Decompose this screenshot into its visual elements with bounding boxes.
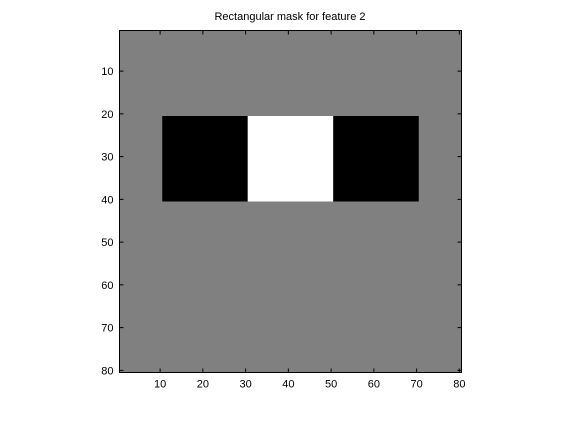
x-tick-label: 60 (368, 379, 380, 391)
mask-region-2 (247, 116, 334, 202)
x-tick-label: 50 (325, 379, 337, 391)
plot-area (119, 30, 462, 373)
x-tick-label: 20 (197, 379, 209, 391)
y-axis: 10 20 30 40 50 60 70 80 (101, 66, 462, 377)
y-tick-label: 50 (101, 237, 113, 249)
y-tick-label: 80 (101, 365, 113, 377)
y-tick-label: 40 (101, 194, 113, 206)
y-tick-label: 10 (101, 66, 113, 78)
y-tick-label: 60 (101, 280, 113, 292)
y-tick-label: 20 (101, 109, 113, 121)
x-tick-label: 70 (410, 379, 422, 391)
y-tick-label: 30 (101, 152, 113, 164)
chart-title: Rectangular mask for feature 2 (214, 11, 365, 23)
x-axis: 10 20 30 40 50 60 70 80 (154, 30, 465, 391)
x-tick-label: 80 (453, 379, 465, 391)
x-tick-label: 40 (282, 379, 294, 391)
axes-box (119, 30, 462, 373)
mask-region-3 (333, 116, 419, 202)
y-tick-label: 70 (101, 323, 113, 335)
mask-region-1 (162, 116, 248, 202)
x-tick-label: 10 (154, 379, 166, 391)
x-tick-label: 30 (239, 379, 251, 391)
